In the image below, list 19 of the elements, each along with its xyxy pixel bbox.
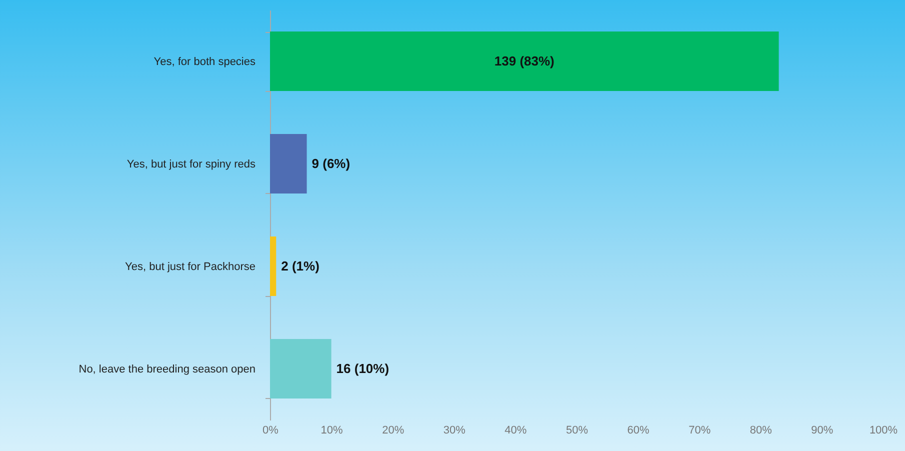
y-tick-label: Yes, for both species — [154, 56, 256, 68]
x-tick-label: 100% — [869, 424, 898, 436]
data-label: 139 (83%) — [494, 53, 554, 68]
x-tick-label: 20% — [382, 424, 404, 436]
x-tick-label: 40% — [504, 424, 527, 436]
x-tick-label: 50% — [566, 424, 588, 436]
y-tick-label: Yes, but just for Packhorse — [125, 260, 256, 273]
x-tick-label: 60% — [627, 424, 650, 436]
x-tick-label: 0% — [262, 424, 279, 436]
x-tick-label: 30% — [443, 424, 466, 436]
x-tick-label: 10% — [320, 424, 344, 436]
x-tick-label: 90% — [811, 424, 834, 436]
data-label: 16 (10%) — [336, 360, 390, 376]
y-tick-label: No, leave the breeding season open — [78, 363, 256, 376]
x-tick-label: 80% — [750, 424, 772, 436]
data-label: 9 (6%) — [312, 156, 350, 171]
x-tick-label: 70% — [688, 424, 711, 436]
data-label: 2 (1%) — [281, 258, 320, 274]
y-tick-label: Yes, but just for spiny reds — [126, 158, 256, 170]
